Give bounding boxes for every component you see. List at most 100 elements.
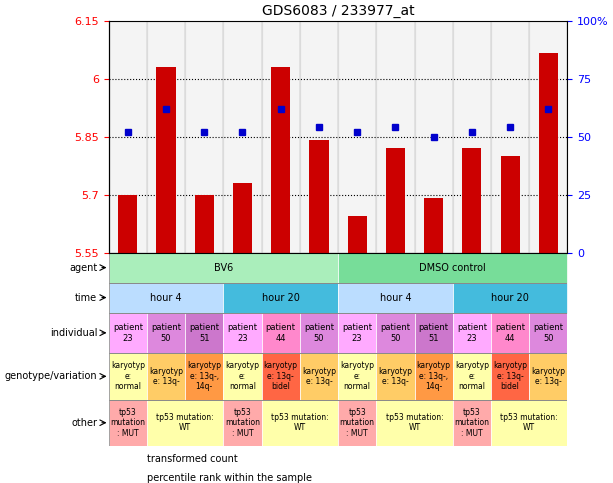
- Bar: [376, 21, 414, 253]
- Text: patient
23: patient 23: [113, 323, 143, 342]
- Text: patient
51: patient 51: [419, 323, 449, 342]
- Bar: [223, 353, 262, 399]
- Text: karyotyp
e:
normal: karyotyp e: normal: [111, 361, 145, 391]
- Bar: [195, 195, 214, 253]
- Text: tp53 mutation:
WT: tp53 mutation: WT: [156, 413, 214, 432]
- Bar: [462, 148, 481, 253]
- Bar: [109, 253, 568, 283]
- Bar: [109, 353, 568, 399]
- Bar: [453, 21, 491, 253]
- Bar: [262, 399, 338, 446]
- Text: tp53
mutation
: MUT: tp53 mutation : MUT: [340, 408, 375, 438]
- Text: karyotyp
e: 13q-: karyotyp e: 13q-: [149, 367, 183, 386]
- FancyBboxPatch shape: [338, 283, 453, 313]
- Text: patient
50: patient 50: [151, 323, 181, 342]
- Bar: [147, 399, 223, 446]
- Text: patient
50: patient 50: [381, 323, 411, 342]
- Bar: [529, 313, 568, 353]
- Text: karyotyp
e: 13q-: karyotyp e: 13q-: [378, 367, 413, 386]
- Bar: [453, 399, 491, 446]
- Bar: [376, 353, 414, 399]
- Text: patient
23: patient 23: [227, 323, 257, 342]
- Text: tp53 mutation:
WT: tp53 mutation: WT: [271, 413, 329, 432]
- Text: other: other: [71, 418, 97, 428]
- Bar: [147, 353, 185, 399]
- Text: hour 20: hour 20: [491, 293, 529, 302]
- Bar: [453, 353, 491, 399]
- Bar: [529, 21, 568, 253]
- Title: GDS6083 / 233977_at: GDS6083 / 233977_at: [262, 4, 414, 18]
- Text: karyotyp
e: 13q-,
14q-: karyotyp e: 13q-, 14q-: [417, 361, 451, 391]
- Bar: [109, 313, 147, 353]
- Bar: [300, 313, 338, 353]
- Text: time: time: [75, 293, 97, 302]
- Bar: [338, 21, 376, 253]
- Bar: [109, 21, 147, 253]
- Text: karyotyp
e:
normal: karyotyp e: normal: [455, 361, 489, 391]
- Text: DMSO control: DMSO control: [419, 263, 486, 272]
- Bar: [491, 21, 529, 253]
- Bar: [414, 313, 453, 353]
- Bar: [491, 399, 568, 446]
- Bar: [376, 399, 453, 446]
- Text: genotype/variation: genotype/variation: [4, 371, 97, 382]
- Bar: [271, 67, 291, 253]
- Bar: [262, 353, 300, 399]
- Bar: [501, 156, 520, 253]
- Bar: [529, 353, 568, 399]
- Bar: [109, 399, 147, 446]
- Text: patient
50: patient 50: [304, 323, 334, 342]
- Text: karyotyp
e: 13q-: karyotyp e: 13q-: [531, 367, 565, 386]
- Bar: [386, 148, 405, 253]
- Bar: [338, 353, 376, 399]
- FancyBboxPatch shape: [109, 283, 223, 313]
- Bar: [128, 452, 139, 465]
- Bar: [223, 399, 262, 446]
- Text: agent: agent: [69, 263, 97, 272]
- Bar: [185, 353, 223, 399]
- Text: patient
23: patient 23: [457, 323, 487, 342]
- Bar: [223, 313, 262, 353]
- Text: patient
23: patient 23: [342, 323, 372, 342]
- Bar: [414, 353, 453, 399]
- FancyBboxPatch shape: [338, 253, 568, 283]
- Text: karyotyp
e: 13q-
bidel: karyotyp e: 13q- bidel: [493, 361, 527, 391]
- Bar: [185, 313, 223, 353]
- Bar: [118, 195, 137, 253]
- Text: patient
44: patient 44: [265, 323, 295, 342]
- Bar: [338, 399, 376, 446]
- Bar: [539, 54, 558, 253]
- Text: karyotyp
e: 13q-: karyotyp e: 13q-: [302, 367, 336, 386]
- Text: BV6: BV6: [214, 263, 233, 272]
- Text: patient
51: patient 51: [189, 323, 219, 342]
- Bar: [424, 199, 443, 253]
- Bar: [147, 21, 185, 253]
- Bar: [233, 183, 252, 253]
- Text: tp53 mutation:
WT: tp53 mutation: WT: [386, 413, 443, 432]
- Bar: [109, 399, 568, 446]
- Bar: [376, 313, 414, 353]
- Text: individual: individual: [50, 328, 97, 338]
- Text: karyotyp
e:
normal: karyotyp e: normal: [340, 361, 374, 391]
- Bar: [156, 67, 175, 253]
- Text: hour 20: hour 20: [262, 293, 300, 302]
- Bar: [300, 21, 338, 253]
- Text: percentile rank within the sample: percentile rank within the sample: [147, 473, 312, 483]
- Text: tp53 mutation:
WT: tp53 mutation: WT: [500, 413, 558, 432]
- Text: hour 4: hour 4: [379, 293, 411, 302]
- Text: transformed count: transformed count: [147, 454, 238, 464]
- Bar: [262, 313, 300, 353]
- Bar: [300, 353, 338, 399]
- Bar: [310, 141, 329, 253]
- Bar: [109, 313, 568, 353]
- Text: tp53
mutation
: MUT: tp53 mutation : MUT: [110, 408, 145, 438]
- Bar: [491, 313, 529, 353]
- Bar: [338, 313, 376, 353]
- Text: patient
44: patient 44: [495, 323, 525, 342]
- FancyBboxPatch shape: [453, 283, 568, 313]
- Text: patient
50: patient 50: [533, 323, 563, 342]
- Bar: [109, 283, 568, 313]
- Bar: [491, 353, 529, 399]
- Bar: [128, 471, 139, 483]
- FancyBboxPatch shape: [223, 283, 338, 313]
